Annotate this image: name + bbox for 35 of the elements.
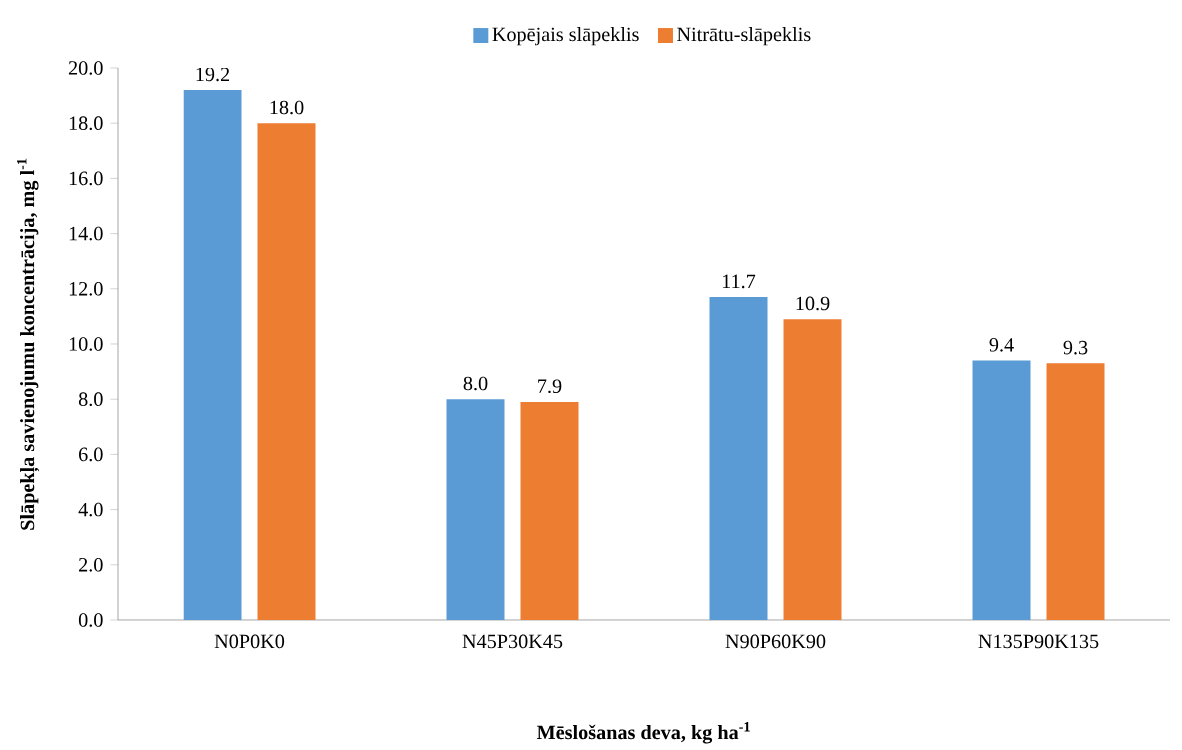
y-tick-label: 2.0 [79,557,103,572]
data-label: 7.9 [538,379,562,393]
y-tick-label: 18.0 [69,116,103,130]
x-tick-label: N135P90K135 [978,634,1099,649]
y-tick-label: 20.0 [68,61,103,75]
y-tick-label: 12.0 [69,281,103,296]
y-tick-label: 14.0 [69,226,103,241]
y-tick-label: 0.0 [78,613,103,627]
bar [520,401,579,620]
x-tick-label: N45P30K45 [462,634,563,649]
data-label: 11.7 [722,274,756,289]
data-label: 10.9 [796,296,830,311]
y-tick-label: 16.0 [69,171,103,186]
x-tick-label: N0P0K0 [214,634,285,649]
y-tick-label: 8.0 [78,392,103,406]
data-label: 9.4 [989,337,1014,352]
data-label: 19.2 [196,67,230,82]
bar [183,89,242,620]
legend-label: Nitrātu-slāpeklis [677,26,811,46]
data-label: 8.0 [463,376,488,391]
bar [709,296,768,620]
y-tick-label: 6.0 [79,447,103,462]
legend-label: Kopējais slāpeklis [492,26,639,46]
bar [446,399,505,620]
data-label: 9.3 [1063,340,1088,355]
y-tick-label: 4.0 [78,502,103,517]
text: Mēslošanas deva, kg ha$^{-1}$ [536,721,750,744]
bar [972,360,1031,620]
bar [1046,363,1105,620]
data-label: 18.0 [270,100,304,115]
y-tick-label: 10.0 [69,337,103,351]
bar [257,123,316,620]
bar [783,319,842,620]
text: Slāpekļa savienojumu koncentrācija, mg l$^{-1}$ [17,158,40,530]
x-tick-label: N90P60K90 [725,634,826,649]
